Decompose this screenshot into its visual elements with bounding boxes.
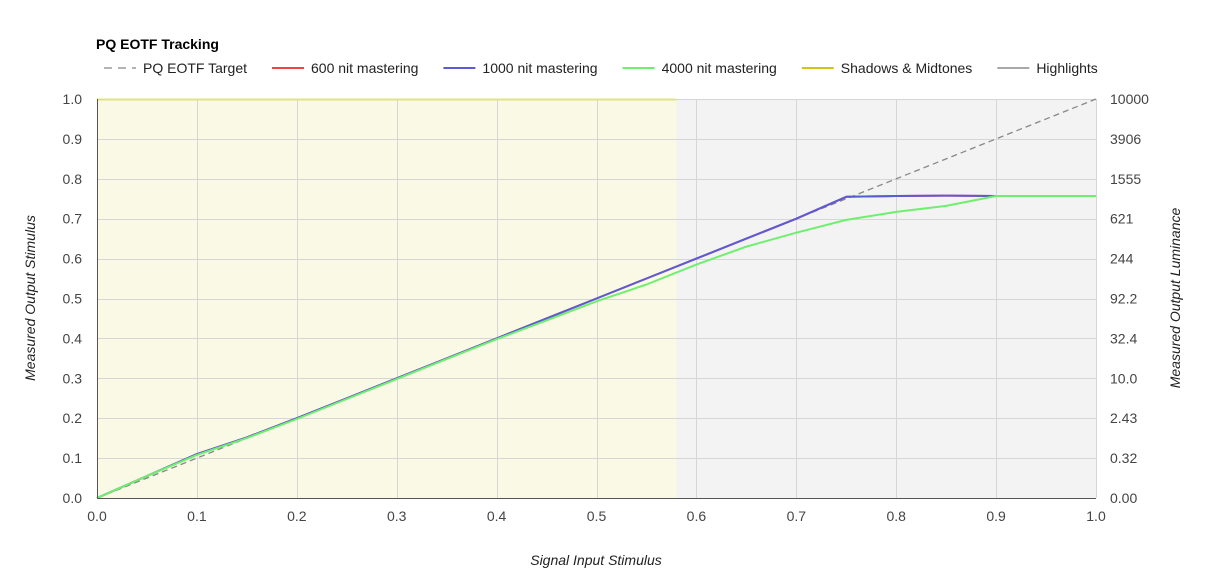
y-tick-label: 0.8 xyxy=(63,171,83,187)
series-line-4000-nit-mastering xyxy=(96,195,1096,499)
y-axis-label: Measured Output Stimulus xyxy=(22,215,38,381)
legend-item-600-nit-mastering: 600 nit mastering xyxy=(272,60,418,76)
legend-label: Highlights xyxy=(1036,60,1097,76)
y2-tick-label: 1555 xyxy=(1110,171,1141,187)
x-tick-label: 0.2 xyxy=(287,508,307,524)
y2-tick-label: 3906 xyxy=(1110,131,1141,147)
y2-tick-label: 244 xyxy=(1110,251,1134,267)
y-tick-label: 0.5 xyxy=(63,291,83,307)
legend-item-4000-nit-mastering: 4000 nit mastering xyxy=(622,60,777,76)
y2-tick-label: 0.32 xyxy=(1110,450,1137,466)
y2-axis-label: Measured Output Luminance xyxy=(1167,208,1183,389)
y-tick-label: 0.7 xyxy=(63,211,83,227)
chart-title: PQ EOTF Tracking xyxy=(96,36,219,52)
legend-item-highlights: Highlights xyxy=(997,60,1098,76)
region-highlights xyxy=(676,99,1096,498)
y-tick-label: 0.6 xyxy=(63,251,83,267)
x-axis-label: Signal Input Stimulus xyxy=(530,552,662,568)
y-tick-label: 0.2 xyxy=(63,410,83,426)
legend-label: 600 nit mastering xyxy=(311,60,418,76)
y-tick-label: 0.1 xyxy=(63,450,83,466)
y-tick-label: 0.3 xyxy=(63,370,83,386)
legend-label: 1000 nit mastering xyxy=(482,60,597,76)
series-layer xyxy=(96,98,1097,499)
x-tick-label: 0.9 xyxy=(986,508,1006,524)
regions-layer xyxy=(97,98,1096,498)
legend-label: 4000 nit mastering xyxy=(662,60,777,76)
y2-tick-label: 32.4 xyxy=(1110,330,1137,346)
x-tick-label: 1.0 xyxy=(1086,508,1106,524)
legend-label: Shadows & Midtones xyxy=(841,60,973,76)
x-tick-label: 0.6 xyxy=(687,508,707,524)
y2-tick-label: 2.43 xyxy=(1110,410,1137,426)
legend-label: PQ EOTF Target xyxy=(143,60,247,76)
axes-layer: 0.0 0.1 0.2 0.3 0.4 0.5 0.6 0.7 0.8 0.9 1.0 0.0 0.1 0… xyxy=(63,91,1150,524)
legend-item-1000-nit-mastering: 1000 nit mastering xyxy=(443,60,598,76)
x-tick-label: 0.3 xyxy=(387,508,407,524)
y2-tick-label: 92.2 xyxy=(1110,291,1137,307)
y2-tick-label: 621 xyxy=(1110,211,1134,227)
y2-tick-label: 0.00 xyxy=(1110,490,1137,506)
x-tick-label: 0.8 xyxy=(886,508,906,524)
y-tick-label: 0.0 xyxy=(63,490,83,506)
y-tick-label: 1.0 xyxy=(63,91,83,107)
x-tick-label: 0.0 xyxy=(87,508,107,524)
legend-item-pq-eotf-target: PQ EOTF Target xyxy=(104,60,247,76)
y2-tick-label: 10000 xyxy=(1110,91,1149,107)
legend-item-shadows-and-midtones: Shadows & Midtones xyxy=(801,60,973,76)
legend-layer: PQ EOTF Target 600 nit mastering 1000 nit … xyxy=(104,60,1098,76)
region-shadows-and-midtones xyxy=(97,99,677,498)
y2-tick-label: 10.0 xyxy=(1110,370,1137,386)
y-tick-label: 0.4 xyxy=(63,330,83,346)
x-tick-label: 0.1 xyxy=(187,508,207,524)
x-tick-label: 0.4 xyxy=(487,508,507,524)
y-tick-label: 0.9 xyxy=(63,131,83,147)
x-tick-label: 0.5 xyxy=(587,508,607,524)
x-tick-label: 0.7 xyxy=(787,508,807,524)
